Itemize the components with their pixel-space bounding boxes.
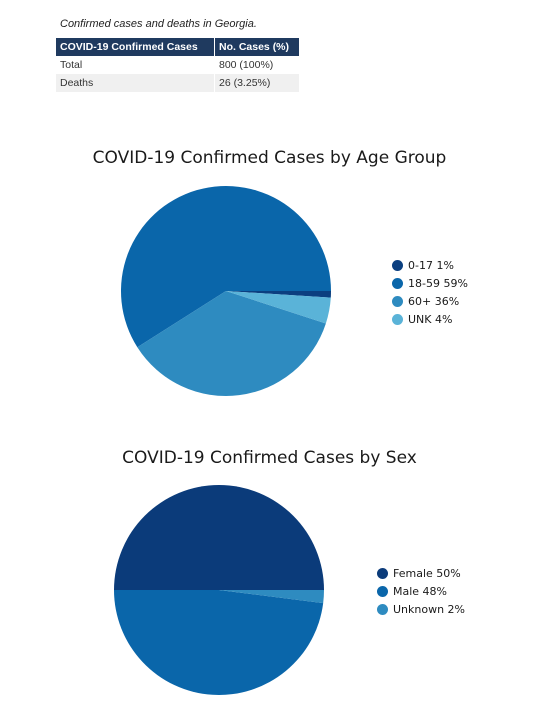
age-legend-label: 18-59 59% xyxy=(408,276,468,290)
age-slice-60- xyxy=(137,291,326,397)
sex-legend-item: Unknown 2% xyxy=(377,600,465,618)
table-cell-label: Deaths xyxy=(56,74,215,92)
age-slice-unk xyxy=(226,291,331,324)
cases-table: COVID-19 Confirmed Cases No. Cases (%) T… xyxy=(56,38,300,92)
table-header-row: COVID-19 Confirmed Cases No. Cases (%) xyxy=(56,38,300,56)
age-legend-item: UNK 4% xyxy=(392,310,468,328)
table-cell-value: 26 (3.25%) xyxy=(214,74,300,92)
sex-legend-swatch xyxy=(377,603,388,615)
sex-legend-swatch xyxy=(377,567,388,579)
age-legend: 0-17 1% 18-59 59% 60+ 36% UNK 4% xyxy=(392,256,468,328)
age-legend-item: 0-17 1% xyxy=(392,256,468,274)
age-legend-label: 60+ 36% xyxy=(408,294,460,308)
table-row: Total 800 (100%) xyxy=(56,56,300,74)
age-legend-swatch xyxy=(392,313,403,325)
table-row: Deaths 26 (3.25%) xyxy=(56,74,300,92)
table-cell-value: 800 (100%) xyxy=(214,56,300,74)
age-slice-0-17 xyxy=(226,291,331,298)
age-legend-item: 18-59 59% xyxy=(392,274,468,292)
sex-legend-label: Female 50% xyxy=(393,566,461,580)
sex-slice-female xyxy=(114,485,324,590)
sex-legend: Female 50% Male 48% Unknown 2% xyxy=(377,564,465,618)
table-header-cases: COVID-19 Confirmed Cases xyxy=(56,38,215,56)
age-slice-18-59 xyxy=(121,186,332,348)
age-legend-swatch xyxy=(392,277,403,289)
table-cell-label: Total xyxy=(56,56,215,74)
age-legend-label: UNK 4% xyxy=(408,312,453,326)
sex-slice-unknown xyxy=(219,590,324,604)
sex-legend-item: Female 50% xyxy=(377,564,465,582)
sex-chart-title: COVID-19 Confirmed Cases by Sex xyxy=(122,448,417,468)
age-legend-item: 60+ 36% xyxy=(392,292,468,310)
table-header-count: No. Cases (%) xyxy=(214,38,300,56)
age-chart-title: COVID-19 Confirmed Cases by Age Group xyxy=(92,148,447,168)
sex-legend-label: Unknown 2% xyxy=(393,602,466,616)
sex-slice-male xyxy=(114,590,324,696)
age-legend-label: 0-17 1% xyxy=(408,258,454,272)
sex-legend-item: Male 48% xyxy=(377,582,465,600)
table-caption: Confirmed cases and deaths in Georgia. xyxy=(60,18,257,30)
sex-legend-label: Male 48% xyxy=(393,584,448,598)
sex-legend-swatch xyxy=(377,585,388,597)
age-legend-swatch xyxy=(392,295,403,307)
age-legend-swatch xyxy=(392,259,403,271)
